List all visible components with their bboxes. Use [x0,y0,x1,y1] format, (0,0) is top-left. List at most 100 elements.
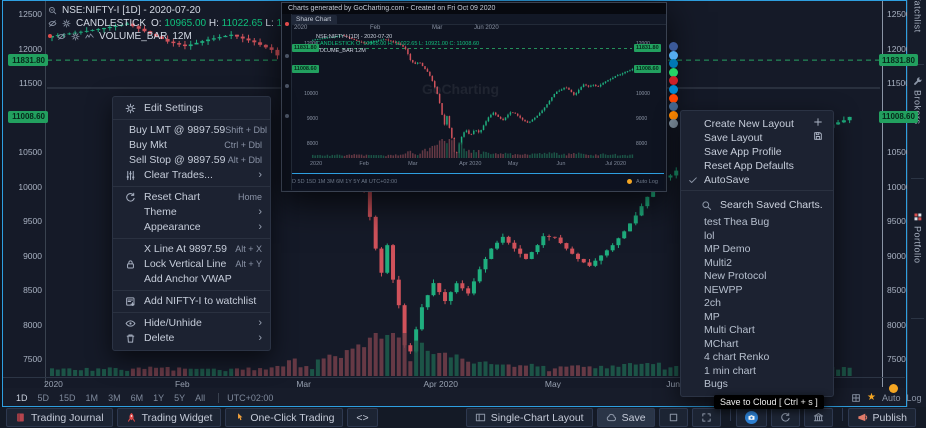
context-menu-item-delete[interactable]: Delete › [113,331,270,346]
preview-date-strip: 2020 Feb Mar Jun 2020 [292,25,656,33]
time-axis-line[interactable] [3,377,905,378]
bank-button[interactable] [803,408,833,427]
divider [218,392,220,403]
timeframe-15d[interactable]: 15D [59,392,76,403]
menu-item-label: Buy LMT @ 9897.59 [129,124,226,136]
floppy-icon[interactable] [813,131,823,145]
context-menu-item-buy-mkt[interactable]: Buy Mkt Ctrl + Dbl [113,138,270,153]
auto-scale-toggle[interactable]: Auto [881,392,901,403]
saved-chart-item[interactable]: test Thea Bug [704,216,770,228]
save-button[interactable]: Save [596,408,655,427]
square-button[interactable] [658,408,688,427]
pinterest-share-icon[interactable] [669,76,678,86]
timeframe-buttons: 1D 5D 15D 1M 3M 6M 1Y 5Y All [11,393,210,403]
saved-chart-item[interactable]: MP [704,310,720,323]
search-input[interactable]: Search Saved Charts. [720,199,823,211]
timeframe-5d[interactable]: 5D [37,392,50,403]
context-menu-item-x-line-at-9897-59[interactable]: X Line At 9897.59 Alt + X [113,242,270,257]
timeframe-5y[interactable]: 5Y [174,392,186,403]
favorite-star-icon[interactable]: ★ [867,392,876,403]
saved-chart-item[interactable]: NEWPP [704,283,743,296]
share-chart-tab[interactable]: Share Chart [290,15,338,24]
single-chart-layout-button[interactable]: Single-Chart Layout [465,408,593,427]
reddit-share-icon[interactable] [669,93,678,103]
right-sidebar: Watchlist Brokers Portfolio [907,0,926,407]
vk-share-icon[interactable] [669,102,678,112]
twitter-share-icon[interactable] [669,50,678,60]
layout-menu-item-create-new-layout[interactable]: Create New Layout [681,117,833,131]
whatsapp-share-icon[interactable] [669,67,678,77]
sidebar-tab-watchlist[interactable]: Watchlist [908,0,926,33]
eye-off-icon[interactable] [57,32,66,41]
publish-button[interactable]: Publish [847,408,916,427]
context-menu-item-hide-unhide[interactable]: Hide/Unhide › [113,316,270,331]
menu-divider [113,312,270,313]
price-tag: 11008.60 [879,110,918,123]
mini-time-tick: Apr 2020 [459,161,482,167]
linkedin-share-icon[interactable] [669,59,678,69]
timeframe-all[interactable]: All [195,392,206,403]
context-menu-item-sell-stop-9897-59[interactable]: Sell Stop @ 9897.59 Alt + Dbl [113,153,270,168]
menu-item-label: Save Layout [704,132,763,144]
trading-journal-button[interactable]: Trading Journal [6,408,113,427]
layout-menu-item-save-layout[interactable]: Save Layout [681,131,833,145]
saved-chart-item[interactable]: Bugs [704,378,728,390]
context-menu-item-appearance[interactable]: Appearance › [113,220,270,235]
expand-button[interactable] [691,408,721,427]
time-tick-label: Jun [666,379,680,389]
mini-time-tick: Jul 2020 [605,161,627,167]
grid-icon[interactable] [851,393,861,403]
timeframe-3m[interactable]: 3M [108,392,121,403]
eye-off-icon[interactable] [48,19,57,28]
saved-chart-item[interactable]: Multi2 [704,256,733,269]
timeframe-1y[interactable]: 1Y [153,392,165,403]
menu-item-label: Sell Stop @ 9897.59 [129,154,226,166]
zoom-out-icon[interactable] [48,6,57,15]
saved-chart-item[interactable]: New Protocol [704,270,767,282]
reset-icon [125,192,136,203]
saved-chart-item[interactable]: Multi Chart [704,324,755,336]
saved-chart-item[interactable]: 1 min chart [704,364,756,377]
sidebar-tab-brokers[interactable]: Brokers [908,76,926,125]
gear-icon[interactable] [62,18,71,28]
context-menu-item-reset-chart[interactable]: Reset Chart Home [113,190,270,205]
trading-widget-button[interactable]: Trading Widget [116,408,222,427]
one-click-trading-button[interactable]: One-Click Trading [225,408,344,427]
time-tick-label: Mar [296,379,311,389]
search-saved-charts[interactable]: Search Saved Charts. [681,194,833,216]
layout-grid-icon [475,412,486,423]
blogger-share-icon[interactable] [669,110,678,120]
layout-menu-item-reset-app-defaults[interactable]: Reset App Defaults [681,159,833,173]
saved-chart-item[interactable]: MP Demo [704,243,751,255]
right-price-axis-line[interactable] [882,1,883,387]
context-menu-item-clear-trades[interactable]: Clear Trades... › [113,168,270,183]
timeframe-1m[interactable]: 1M [85,392,99,403]
context-menu-item-add-nifty-i-to-watchlist[interactable]: Add NIFTY-I to watchlist [113,294,270,309]
context-menu-item-lock-vertical-line[interactable]: Lock Vertical Line Alt + Y [113,257,270,272]
context-menu-item-edit-settings[interactable]: Edit Settings [113,101,270,116]
saved-chart-item[interactable]: lol [704,229,715,242]
price-tick-label: 12000 [887,43,911,54]
context-menu-item-theme[interactable]: Theme › [113,205,270,220]
gear-icon[interactable] [71,31,80,41]
price-tag: 11008.60 [8,110,48,123]
telegram-share-icon[interactable] [669,85,678,94]
layout-menu-item-save-app-profile[interactable]: Save App Profile [681,145,833,159]
camera-button[interactable] [735,408,767,427]
timeframe-6m[interactable]: 6M [130,392,144,403]
refresh-button[interactable] [770,408,800,427]
context-menu-item-add-anchor-vwap[interactable]: Add Anchor VWAP [113,272,270,287]
facebook-share-icon[interactable] [669,42,678,51]
layout-menu-item-autosave[interactable]: AutoSave [681,173,833,187]
saved-chart-item[interactable]: 2ch [704,297,721,309]
log-scale-toggle[interactable]: Log [906,392,922,403]
<>-button[interactable]: <> [347,408,378,427]
saved-chart-item[interactable]: MChart [704,337,739,350]
context-menu-item-buy-lmt-9897-59[interactable]: Buy LMT @ 9897.59 Shift + Dbl [113,123,270,138]
sidebar-tab-portfolio[interactable]: Portfolio [908,212,926,264]
email-share-icon[interactable] [669,119,678,129]
timezone-label[interactable]: UTC+02:00 [227,392,274,403]
saved-chart-item[interactable]: 4 chart Renko [704,351,770,363]
timeframe-1d[interactable]: 1D [16,392,28,403]
plus-icon[interactable] [813,117,823,131]
